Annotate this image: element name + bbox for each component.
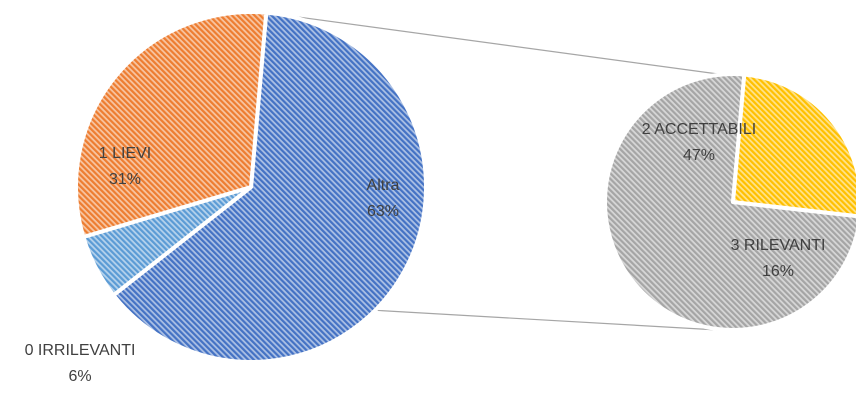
secondary-pie <box>603 72 856 332</box>
data-label-irrilevanti: 0 IRRILEVANTI 6% <box>25 342 136 385</box>
data-label-accettabili-percent: 47% <box>683 147 715 164</box>
data-label-rilevanti-category: 3 RILEVANTI <box>731 237 826 254</box>
data-label-lievi-percent: 31% <box>109 171 141 188</box>
data-label-irrilevanti-percent: 6% <box>68 368 91 385</box>
data-label-rilevanti: 3 RILEVANTI 16% <box>731 237 826 280</box>
pie-slice-altra <box>111 10 428 364</box>
connector-line-top <box>266 12 719 75</box>
data-label-accettabili-category: 2 ACCETTABILI <box>642 121 756 138</box>
primary-pie <box>74 10 428 364</box>
data-label-altra-percent: 63% <box>367 203 399 220</box>
data-label-irrilevanti-category: 0 IRRILEVANTI <box>25 342 136 359</box>
data-labels: Altra 63% 0 IRRILEVANTI 6% 1 LIEVI 31% 2 ACCET… <box>25 121 826 385</box>
pie-slice-lievi <box>74 10 269 239</box>
data-label-altra-category: Altra <box>367 177 400 194</box>
data-label-rilevanti-percent: 16% <box>762 263 794 280</box>
data-label-lievi-category: 1 LIEVI <box>99 145 151 162</box>
pie-slice-accettabili <box>603 72 856 332</box>
data-label-accettabili: 2 ACCETTABILI 47% <box>642 121 756 164</box>
pie-slice-rilevanti <box>731 72 856 219</box>
data-label-altra: Altra 63% <box>367 177 400 220</box>
data-label-lievi: 1 LIEVI 31% <box>99 145 151 188</box>
